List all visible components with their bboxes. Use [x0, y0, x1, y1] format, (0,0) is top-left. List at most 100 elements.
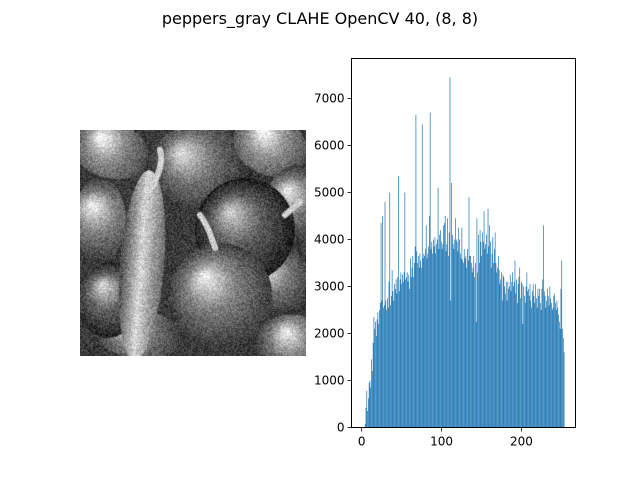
histogram-bar: [506, 300, 508, 428]
histogram-bar: [417, 262, 418, 428]
histogram-bar: [494, 232, 496, 428]
histogram-bar: [525, 286, 527, 428]
histogram-bar: [431, 241, 433, 428]
y-tick-label: 2000: [314, 326, 345, 340]
histogram-bar: [563, 352, 565, 428]
histogram-bar: [452, 234, 453, 428]
histogram-bar: [458, 227, 460, 428]
histogram-bar: [379, 309, 380, 428]
histogram-bar: [402, 281, 404, 428]
histogram-bar: [419, 253, 421, 428]
histogram-bar: [543, 225, 544, 428]
histogram-bar: [540, 309, 542, 428]
histogram-bar: [427, 253, 429, 428]
histogram-bar: [528, 288, 529, 428]
histogram-bar: [528, 295, 530, 428]
histogram-bar: [532, 291, 533, 428]
x-axis: 0 100 200: [358, 427, 533, 449]
histogram-bar: [387, 307, 389, 428]
histogram-bar: [408, 274, 410, 428]
histogram-bar: [520, 298, 521, 428]
histogram-bar: [443, 225, 444, 428]
histogram-bar: [466, 267, 467, 428]
histogram-bar: [404, 192, 406, 428]
histogram-bar: [432, 239, 434, 428]
histogram-bar: [477, 272, 479, 428]
histogram-bar: [455, 239, 457, 428]
histogram-bar: [550, 298, 551, 428]
histogram-bar: [501, 272, 502, 428]
histogram-bar: [479, 230, 481, 428]
histogram-bar: [485, 244, 486, 428]
histogram-bar: [470, 255, 471, 428]
histogram-bar: [421, 124, 423, 428]
histogram-bar: [424, 255, 425, 428]
histogram-bar: [376, 319, 378, 428]
histogram-bar: [468, 197, 470, 428]
histogram-bar: [487, 208, 489, 428]
histogram-bar: [483, 211, 485, 428]
histogram-bar: [535, 284, 536, 428]
histogram-bar: [537, 288, 539, 428]
histogram-bar: [524, 302, 526, 428]
histogram-bar: [377, 312, 379, 428]
histogram-bar: [409, 288, 410, 428]
histogram-bar: [393, 300, 395, 428]
histogram-bar: [447, 218, 448, 428]
histogram-bar: [374, 328, 376, 428]
histogram-bar: [398, 291, 400, 428]
histogram-bar: [463, 262, 464, 428]
histogram-bar: [502, 274, 504, 428]
histogram-bar: [389, 192, 391, 428]
histogram-bar: [413, 262, 415, 428]
histogram-bar: [372, 342, 374, 428]
histogram-bar: [490, 241, 491, 428]
histogram-bar: [400, 272, 402, 428]
histogram-bar: [453, 248, 455, 428]
histogram-bar: [549, 286, 551, 428]
histogram-bar: [383, 305, 385, 428]
histogram-bar: [432, 253, 433, 428]
histogram-bar: [405, 279, 406, 428]
histogram-bar: [448, 232, 450, 428]
histogram-bar: [406, 277, 407, 428]
histogram-bar: [459, 253, 461, 428]
histogram-bar: [556, 300, 558, 428]
y-tick-label: 4000: [314, 232, 345, 246]
histogram-bar: [536, 298, 537, 428]
histogram-bar: [504, 286, 506, 428]
histogram-bar: [474, 262, 476, 428]
histogram-bar: [407, 281, 409, 428]
histogram-bar: [387, 298, 388, 428]
histogram-bar: [413, 277, 414, 428]
histogram-bar: [533, 295, 535, 428]
histogram-bar: [510, 291, 512, 428]
histogram-bar: [391, 270, 393, 428]
histogram-bar: [471, 262, 472, 428]
histogram-bar: [558, 321, 560, 428]
histogram-bar: [482, 241, 484, 428]
histogram-bar: [521, 284, 523, 428]
histogram-bar: [467, 248, 468, 428]
histogram-bar: [371, 371, 373, 428]
histogram-bar: [388, 281, 390, 428]
histogram-bar: [515, 293, 517, 428]
histogram-bar: [397, 277, 399, 428]
histogram-bar: [538, 295, 540, 428]
histogram-bar: [555, 309, 557, 428]
histogram-bar: [429, 112, 431, 428]
histogram-bar: [415, 114, 417, 428]
histogram-bar: [439, 234, 441, 428]
histogram-bar: [489, 225, 490, 428]
histogram-bar: [516, 302, 518, 428]
histogram-bar: [402, 274, 403, 428]
histogram-bar: [527, 291, 528, 428]
histogram-bar: [460, 258, 462, 428]
histogram-bar: [539, 302, 541, 428]
histogram-bar: [534, 302, 536, 428]
histogram-bar: [465, 255, 467, 428]
histogram-bar: [498, 270, 500, 428]
histogram-bar: [546, 300, 548, 428]
figure-title: peppers_gray CLAHE OpenCV 40, (8, 8): [161, 9, 479, 28]
